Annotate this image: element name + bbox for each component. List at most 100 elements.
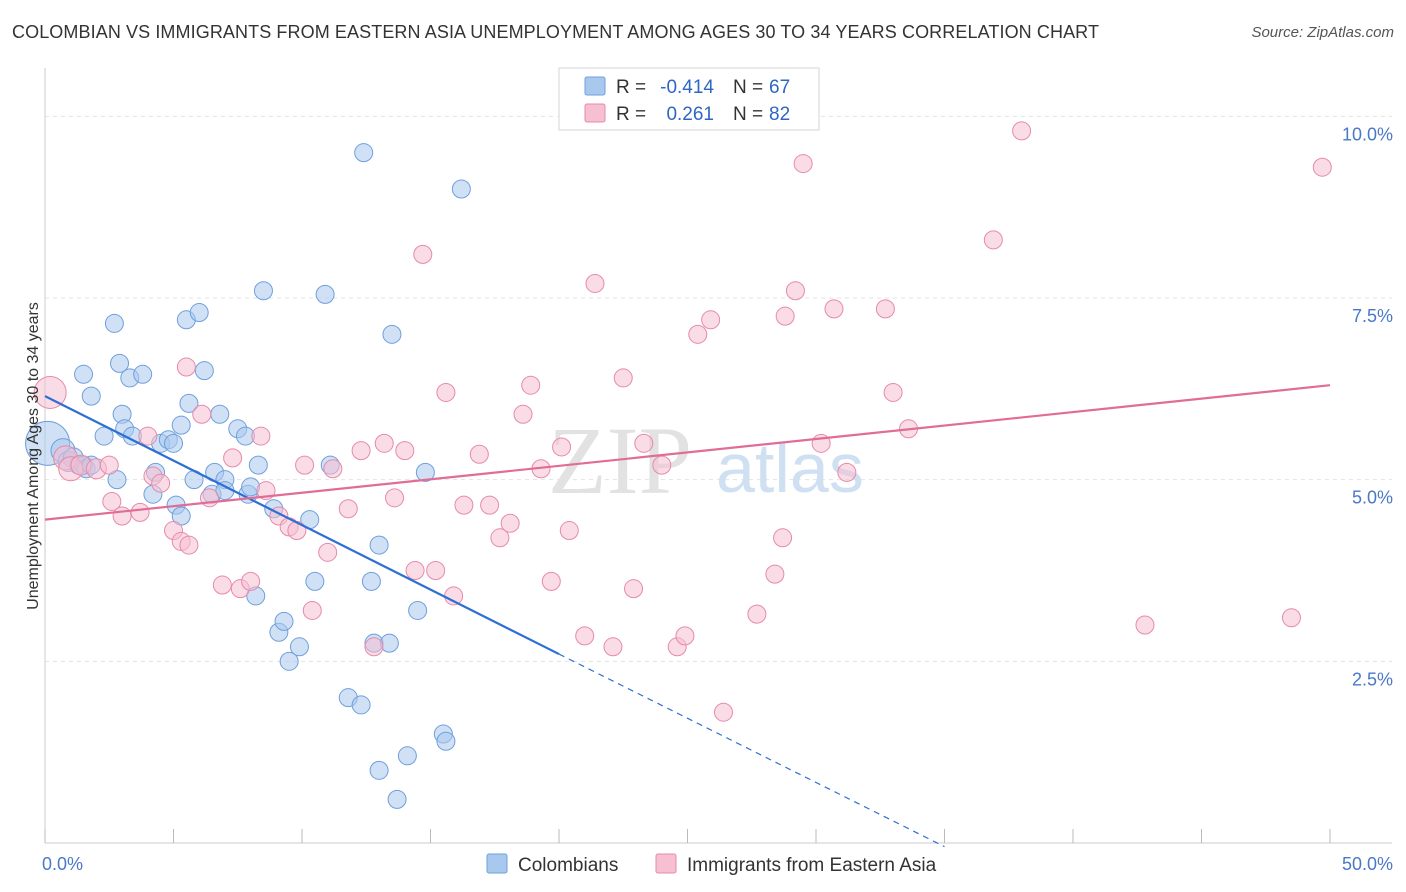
data-point-pink — [793, 154, 813, 174]
series-legend-swatch-blue — [486, 853, 508, 874]
tick-labels: 2.5% 5.0% 7.5% 10.0% 0.0% 50.0% — [42, 124, 1393, 874]
data-point-blue — [354, 143, 374, 163]
trend-lines — [44, 384, 1331, 848]
data-point-pink — [176, 357, 196, 377]
data-point-pink — [513, 404, 533, 424]
data-point-blue — [289, 637, 309, 657]
y-tick-label: 7.5% — [1352, 306, 1393, 326]
y-axis-label: Unemployment Among Ages 30 to 34 years — [25, 302, 42, 610]
data-point-blue — [74, 364, 94, 384]
trend-line-blue — [44, 395, 560, 656]
legend-n-value: 67 — [769, 77, 790, 98]
legend-n-value: 82 — [769, 104, 790, 125]
data-point-blue — [81, 386, 101, 406]
data-point-pink — [405, 561, 425, 580]
watermark: ZIP atlas — [548, 407, 864, 514]
data-point-pink — [490, 528, 510, 548]
data-point-pink — [338, 499, 358, 519]
data-point-pink — [613, 368, 633, 388]
data-point-blue — [315, 284, 335, 304]
series-legend-label: Immigrants from Eastern Asia — [687, 855, 937, 876]
data-point-pink — [765, 564, 785, 584]
data-point-pink — [652, 455, 672, 475]
x-tick-label: 50.0% — [1342, 854, 1393, 874]
data-point-pink — [773, 528, 793, 548]
data-point-pink — [541, 571, 561, 591]
data-point-blue — [436, 731, 456, 751]
data-point-blue — [164, 433, 183, 453]
data-points — [25, 121, 1332, 809]
data-point-pink — [775, 306, 795, 326]
data-point-pink — [480, 495, 500, 515]
data-point-blue — [361, 571, 381, 591]
data-point-pink — [469, 444, 489, 464]
data-point-blue — [274, 611, 294, 631]
data-point-pink — [675, 626, 695, 646]
correlation-legend: R = -0.414 N = 67 R = 0.261 N = 82 — [558, 67, 820, 131]
data-point-pink — [302, 600, 322, 620]
data-point-blue — [94, 426, 114, 446]
data-point-pink — [500, 513, 520, 533]
data-point-pink — [179, 535, 199, 555]
data-point-pink — [824, 299, 844, 319]
data-point-blue — [305, 571, 325, 591]
data-point-pink — [624, 579, 644, 599]
data-point-pink — [99, 455, 119, 475]
data-point-blue — [382, 324, 402, 344]
data-point-pink — [603, 637, 623, 657]
data-point-pink — [33, 375, 67, 409]
data-point-blue — [387, 789, 407, 809]
legend-swatch-blue — [584, 76, 606, 96]
data-point-blue — [171, 415, 191, 435]
data-point-pink — [295, 455, 315, 475]
legend-n-label: N = — [733, 104, 763, 125]
data-point-pink — [454, 495, 474, 515]
data-point-blue — [451, 179, 471, 199]
data-point-pink — [251, 426, 271, 446]
data-point-pink — [287, 521, 307, 541]
data-point-blue — [210, 404, 230, 424]
y-tick-label: 10.0% — [1342, 124, 1393, 144]
data-point-pink — [883, 382, 903, 402]
data-point-pink — [688, 324, 708, 344]
data-point-pink — [1135, 615, 1155, 635]
data-point-pink — [575, 626, 595, 646]
data-point-pink — [837, 462, 857, 482]
data-point-pink — [713, 702, 733, 722]
data-point-blue — [253, 281, 273, 301]
data-point-pink — [983, 230, 1003, 250]
legend-swatch-pink — [584, 103, 606, 123]
data-point-pink — [747, 604, 767, 624]
data-point-pink — [374, 433, 394, 453]
data-point-pink — [413, 244, 433, 264]
data-point-blue — [133, 364, 153, 384]
data-point-blue — [351, 695, 371, 715]
legend-r-label: R = — [616, 104, 646, 125]
data-point-blue — [179, 393, 199, 413]
data-point-pink — [102, 491, 122, 511]
data-point-pink — [1281, 608, 1301, 628]
data-point-blue — [379, 633, 399, 653]
data-point-blue — [194, 361, 214, 381]
data-point-pink — [701, 310, 721, 330]
series-legend-swatch-pink — [655, 853, 677, 874]
data-point-pink — [1312, 157, 1332, 177]
legend-r-value: -0.414 — [660, 77, 714, 98]
y-tick-label: 2.5% — [1352, 669, 1393, 689]
data-point-pink — [364, 637, 384, 657]
data-point-pink — [385, 488, 405, 508]
data-point-pink — [151, 473, 171, 493]
series-legend: Colombians Immigrants from Eastern Asia — [486, 853, 937, 876]
data-point-pink — [1012, 121, 1032, 141]
data-point-pink — [138, 426, 158, 446]
data-point-blue — [104, 313, 124, 333]
data-point-pink — [521, 375, 541, 395]
data-point-blue — [415, 462, 435, 482]
data-point-pink — [130, 502, 150, 522]
data-point-pink — [426, 561, 446, 580]
data-point-blue — [248, 455, 268, 475]
data-point-pink — [585, 273, 605, 293]
data-point-pink — [785, 281, 805, 301]
data-point-blue — [279, 651, 299, 671]
